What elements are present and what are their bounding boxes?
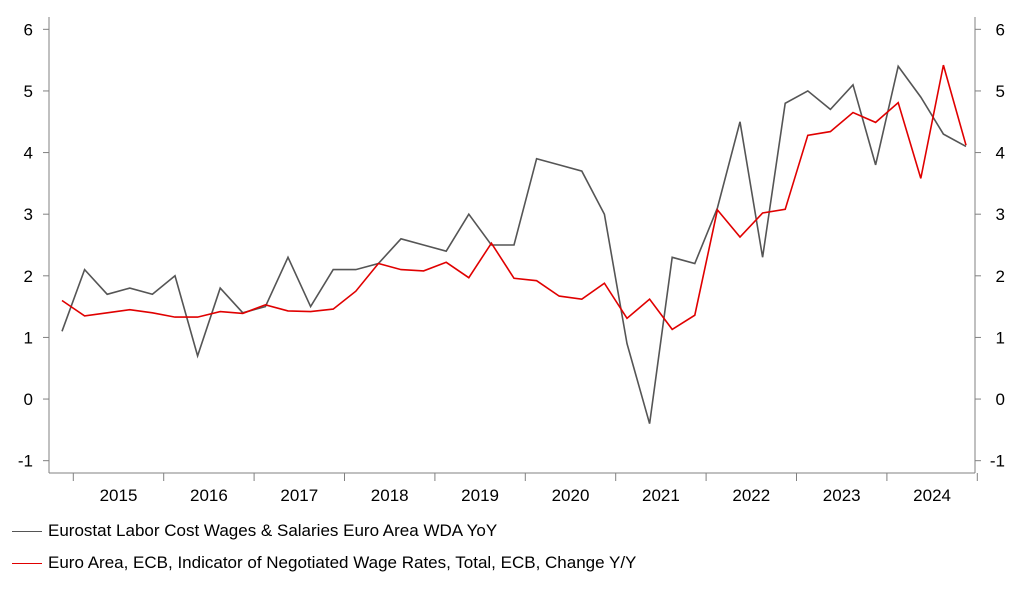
x-tick-label: 2016	[190, 486, 228, 505]
x-tick-label: 2021	[642, 486, 680, 505]
y-left-tick-label: 1	[24, 328, 33, 347]
series-line-negotiated	[61, 64, 967, 331]
x-tick-label: 2018	[371, 486, 409, 505]
x-tick-label: 2023	[823, 486, 861, 505]
y-left-tick-label: 0	[24, 390, 33, 409]
y-right-tick-label: 5	[996, 82, 1005, 101]
y-right-tick-label: 2	[996, 267, 1005, 286]
y-left-tick-label: -1	[18, 452, 33, 471]
x-tick-label: 2015	[100, 486, 138, 505]
chart-series-lines	[61, 64, 967, 424]
series-line-wages	[61, 64, 967, 424]
legend-item-negotiated: Euro Area, ECB, Indicator of Negotiated …	[12, 553, 636, 573]
legend-label-negotiated: Euro Area, ECB, Indicator of Negotiated …	[48, 553, 637, 572]
x-tick-label: 2024	[913, 486, 951, 505]
x-tick-label: 2017	[280, 486, 318, 505]
y-left-tick-label: 6	[24, 20, 33, 39]
x-tick-label: 2022	[732, 486, 770, 505]
y-left-tick-label: 3	[24, 205, 33, 224]
y-right-tick-label: 6	[996, 20, 1005, 39]
x-tick-label: 2019	[461, 486, 499, 505]
y-right-tick-label: -1	[990, 452, 1005, 471]
y-right-tick-label: 1	[996, 328, 1005, 347]
chart-axes: -1 -1 0 0 1 1 2 2 3 3 4 4 5 5 6 6 2015 2016 2017 2018 2019 20…	[18, 17, 1005, 505]
y-right-tick-label: 4	[996, 144, 1005, 163]
legend-item-wages: Eurostat Labor Cost Wages & Salaries Eur…	[12, 521, 497, 541]
y-right-tick-label: 3	[996, 205, 1005, 224]
y-left-tick-label: 4	[24, 144, 33, 163]
x-tick-label: 2020	[552, 486, 590, 505]
y-left-tick-label: 5	[24, 82, 33, 101]
legend-swatch-red	[12, 562, 42, 564]
y-right-tick-label: 0	[996, 390, 1005, 409]
legend-label-wages: Eurostat Labor Cost Wages & Salaries Eur…	[48, 521, 498, 540]
y-left-tick-label: 2	[24, 267, 33, 286]
legend-swatch-grey	[12, 530, 42, 532]
